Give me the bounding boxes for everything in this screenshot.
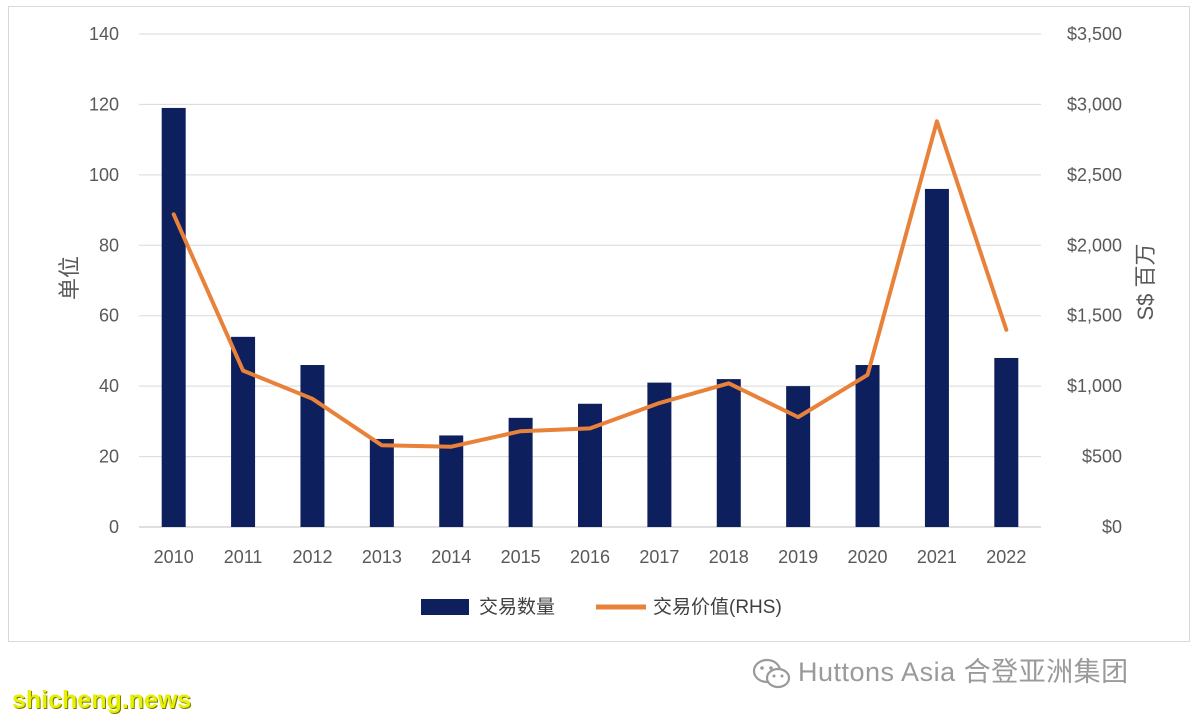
x-tick-label: 2014 [431,547,471,567]
left-tick-label: 100 [89,165,119,185]
bar-2016 [578,403,602,527]
bar-2012 [300,365,325,527]
left-tick-label: 140 [89,24,119,44]
site-tag: shicheng.news [12,686,192,714]
x-tick-label: 2021 [917,547,957,567]
combo-chart: 0 20 40 60 80 100 120 140 $0 $500 $1,000 $1,500 $2,… [57,24,1158,618]
watermark-text: Huttons Asia 合登亚洲集团 [798,657,1129,687]
right-axis-ticks: $0 $500 $1,000 $1,500 $2,000 $2,500 $3,000 $3,5… [1067,24,1122,537]
left-tick-label: 80 [99,235,119,255]
left-axis-ticks: 0 20 40 60 80 100 120 140 [89,24,119,537]
left-tick-label: 120 [89,94,119,114]
line-series [171,119,1009,449]
bar-2021 [924,188,949,527]
x-tick-label: 2012 [292,547,332,567]
x-tick-label: 2011 [224,547,263,567]
line-series-path [171,119,1009,449]
bar-series [161,107,1019,527]
bar-2019 [786,386,811,527]
left-tick-label: 0 [109,517,119,537]
left-axis-title: 单位 [57,256,82,300]
bar-2014 [439,435,464,527]
right-tick-label: $2,000 [1067,235,1122,255]
x-tick-label: 2019 [778,547,818,567]
x-tick-label: 2018 [709,547,749,567]
x-tick-label: 2020 [848,547,888,567]
right-tick-label: $500 [1082,447,1122,467]
chart-frame: 0 20 40 60 80 100 120 140 $0 $500 $1,000 $1,500 $2,… [8,6,1190,642]
right-tick-label: $2,500 [1067,165,1122,185]
left-tick-label: 60 [99,306,119,326]
left-tick-label: 20 [99,447,119,467]
left-tick-label: 40 [99,376,119,396]
legend-line-label: 交易价值(RHS) [653,596,782,618]
wechat-icon [752,658,791,688]
bar-2018 [716,379,741,527]
right-axis-title: S$ 百万 [1133,243,1158,320]
bar-2022 [994,357,1019,527]
x-tick-label: 2017 [639,547,679,567]
x-tick-label: 2010 [154,547,194,567]
bar-2010 [161,107,186,527]
x-tick-label: 2016 [570,547,610,567]
x-tick-label: 2022 [986,547,1026,567]
right-tick-label: $0 [1102,517,1122,537]
legend: 交易数量 交易价值(RHS) [421,596,782,618]
legend-bar-swatch [421,599,469,615]
bar-2011 [231,336,256,527]
x-axis-ticks: 2010 2011 2012 2013 2014 2015 2016 2017 2018 2019… [154,547,1027,567]
bar-2020 [855,365,880,527]
right-tick-label: $1,500 [1067,306,1122,326]
gridlines [139,33,1041,528]
right-tick-label: $3,000 [1067,94,1122,114]
right-tick-label: $1,000 [1067,376,1122,396]
bar-2013 [369,438,394,527]
x-tick-label: 2013 [362,547,402,567]
bar-2015 [508,417,533,527]
watermark: Huttons Asia 合登亚洲集团 [752,650,1129,691]
right-tick-label: $3,500 [1067,24,1122,44]
x-tick-label: 2015 [501,547,541,567]
legend-bar-label: 交易数量 [479,596,555,618]
